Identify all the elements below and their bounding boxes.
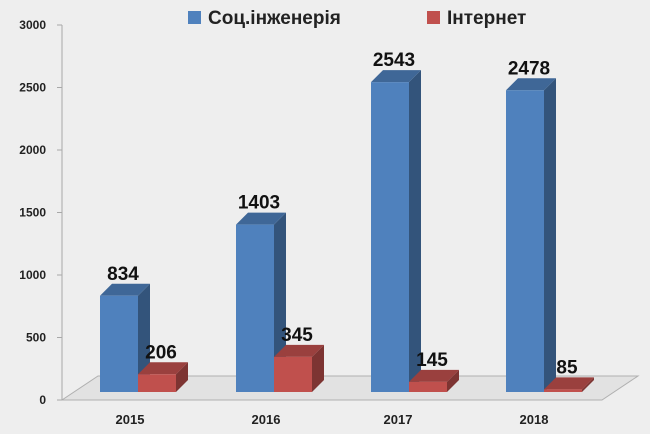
y-tick-label: 500 xyxy=(26,331,46,345)
bar-side xyxy=(138,283,150,392)
bar-side xyxy=(312,344,324,392)
bar xyxy=(371,70,421,392)
bar xyxy=(236,212,286,392)
bar-top xyxy=(236,212,286,225)
chart-floor xyxy=(60,375,640,401)
x-tick-label: 2018 xyxy=(520,412,549,427)
bar-side xyxy=(176,362,188,392)
bar-front xyxy=(236,224,274,392)
bar-top xyxy=(138,362,188,375)
bar-side xyxy=(582,377,594,392)
bar-top xyxy=(409,369,459,382)
legend: Соц.інженерія Інтернет xyxy=(188,8,526,29)
bar-top xyxy=(544,377,594,390)
bar-top xyxy=(506,78,556,91)
bar-side xyxy=(447,369,459,392)
data-label: 2543 xyxy=(373,50,415,71)
bar-front xyxy=(100,295,138,392)
x-tick-label: 2015 xyxy=(116,412,145,427)
bar-front xyxy=(371,82,409,392)
bar-top xyxy=(371,70,421,83)
bar xyxy=(274,344,324,392)
y-tick-label: 0 xyxy=(39,393,46,407)
bar-front xyxy=(138,374,176,392)
bar xyxy=(409,369,459,392)
bar-side xyxy=(409,70,421,392)
x-tick-label: 2017 xyxy=(384,412,413,427)
bar-front xyxy=(506,90,544,392)
legend-label: Інтернет xyxy=(447,8,526,29)
bar-front xyxy=(409,381,447,392)
data-label: 1403 xyxy=(238,193,280,214)
bar-front xyxy=(274,356,312,392)
y-tick-label: 2000 xyxy=(19,143,46,157)
bar xyxy=(506,78,556,392)
axis-layer: 0 500 1000 1500 2000 2500 3000 2015 2016 2017 2018 xyxy=(19,18,640,427)
bar-side xyxy=(544,78,556,392)
bars-layer xyxy=(100,70,594,392)
data-label: 206 xyxy=(145,342,177,363)
bar xyxy=(544,377,594,392)
x-tick-label: 2016 xyxy=(252,412,281,427)
data-label: 85 xyxy=(556,357,578,378)
y-tick-label: 2500 xyxy=(19,81,46,95)
bar-top xyxy=(274,344,324,357)
bar-top xyxy=(100,283,150,296)
legend-swatch xyxy=(188,11,201,24)
y-tick-label: 1500 xyxy=(19,206,46,220)
bar-front xyxy=(544,389,582,392)
y-tick-label: 3000 xyxy=(19,18,46,32)
bar xyxy=(138,362,188,392)
data-label: 145 xyxy=(416,350,448,371)
legend-swatch xyxy=(427,11,440,24)
data-label: 834 xyxy=(107,264,139,285)
data-label: 345 xyxy=(281,325,313,346)
data-label: 2478 xyxy=(508,58,550,79)
labels-layer: 834 206 1403 345 2543 145 2478 85 xyxy=(107,50,578,378)
bar xyxy=(100,283,150,392)
legend-label: Соц.інженерія xyxy=(208,8,341,29)
bar-side xyxy=(274,212,286,392)
y-tick-label: 1000 xyxy=(19,268,46,282)
